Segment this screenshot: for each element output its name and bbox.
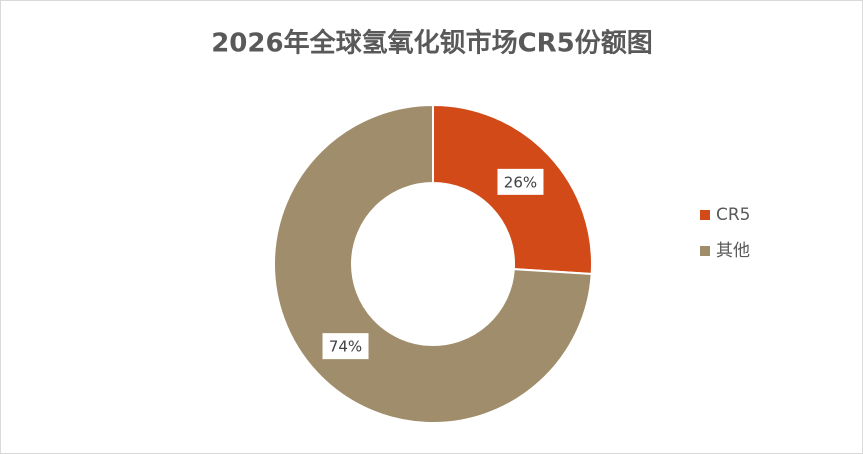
legend-label: CR5 — [716, 205, 751, 225]
chart-title: 2026年全球氢氧化钡市场CR5份额图 — [211, 28, 653, 59]
data-label: 74% — [329, 338, 362, 356]
legend-swatch — [700, 246, 710, 256]
legend-label: 其他 — [716, 241, 750, 261]
data-label-box — [322, 333, 369, 360]
legend-swatch — [700, 210, 710, 220]
data-label-box — [497, 168, 544, 195]
data-label: 26% — [504, 173, 537, 191]
